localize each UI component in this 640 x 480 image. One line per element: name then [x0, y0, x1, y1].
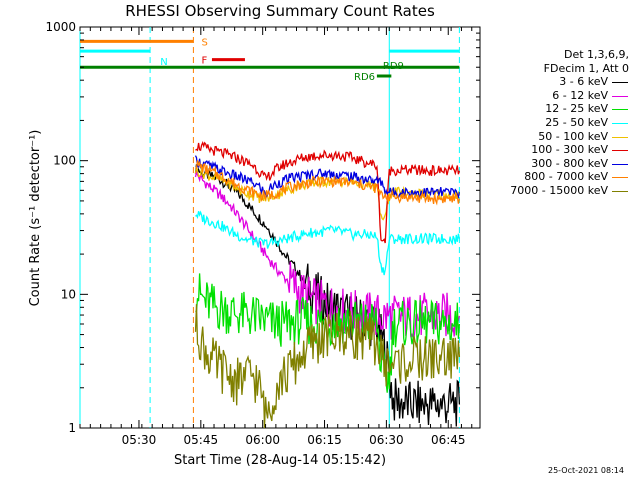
series-lines [194, 141, 461, 429]
legend-label-25-50-kev: 25 - 50 keV [545, 116, 608, 129]
series-line-3-6-kev [194, 164, 461, 427]
y-tick-label: 10 [61, 287, 76, 301]
legend-swatch-300-800-kev [612, 163, 628, 165]
datestamp: 25-Oct-2021 08:14 [548, 466, 624, 475]
legend-label-3-6-kev: 3 - 6 keV [559, 75, 608, 89]
legend-swatch-7000-15000-kev [612, 191, 628, 192]
y-tick-label: 1 [68, 421, 76, 435]
legend-swatch-3-6-kev [612, 82, 628, 84]
y-tick-label: 100 [53, 154, 76, 168]
x-tick-label: 06:00 [245, 433, 280, 447]
series-line-7000-15000-kev [194, 304, 461, 429]
legend-swatch-12-25-kev [612, 109, 628, 111]
series-line-25-50-kev [195, 210, 461, 276]
annotation-s: S [201, 37, 207, 48]
y-tick-label: 1000 [45, 20, 76, 34]
legend-label-7000-15000-kev: 7000 - 15000 keV [510, 184, 608, 197]
x-tick-label: 05:45 [184, 433, 219, 447]
series-line-6-12-kev [194, 169, 461, 340]
legend-label-50-100-kev: 50 - 100 keV [538, 129, 608, 143]
x-tick-label: 05:30 [122, 433, 157, 447]
series-line-100-300-kev [195, 141, 461, 244]
flag-annotations: S N F RD9 RD6 [160, 37, 404, 83]
legend-label-300-800-kev: 300 - 800 keV [531, 156, 608, 170]
flag-bars [80, 39, 460, 78]
annotation-rd9: RD9 [383, 61, 404, 72]
legend-label-12-25-kev: 12 - 25 keV [545, 102, 608, 116]
legend-label-6-12-kev: 6 - 12 keV [552, 88, 608, 102]
x-axis-label: Start Time (28-Aug-14 05:15:42) [173, 453, 387, 468]
chart-title: RHESSI Observing Summary Count Rates [125, 2, 435, 20]
annotation-rd6: RD6 [354, 72, 375, 83]
legend-swatch-800-7000-kev [612, 177, 628, 179]
annotation-n: N [160, 57, 167, 68]
legend-swatch-100-300-kev [612, 150, 628, 152]
legend-header-line: Det 1,3,6,9, [563, 48, 629, 61]
x-tick-label: 06:15 [307, 433, 342, 447]
y-axis-label: Count Rate (s⁻¹ detector⁻¹) [28, 129, 43, 307]
legend-header-line: FDecim 1, Att 0 [543, 61, 629, 75]
vertical-markers [79, 27, 460, 428]
x-tick-label: 06:30 [369, 433, 404, 447]
legend-label-100-300-kev: 100 - 300 keV [531, 143, 608, 157]
legend-swatch-25-50-kev [612, 123, 628, 124]
legend-swatch-50-100-kev [612, 136, 628, 138]
series-line-300-800-kev [194, 155, 461, 200]
annotation-f: F [201, 56, 207, 67]
axis-ticks: 05:30 05:45 06:00 06:15 06:30 06:45 1 10 100 1000 [45, 20, 480, 447]
x-tick-label: 06:45 [431, 433, 466, 447]
legend-label-800-7000-kev: 800 - 7000 keV [524, 170, 608, 184]
legend-swatch-6-12-kev [612, 95, 628, 97]
series-line-800-7000-kev [195, 160, 461, 206]
